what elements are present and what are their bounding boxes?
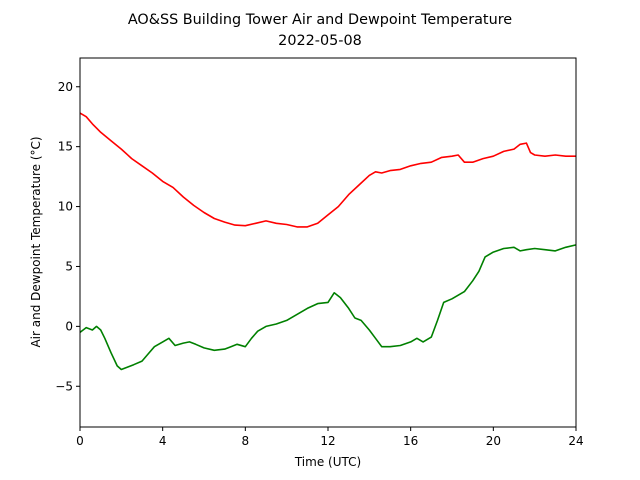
series-layer (79, 112, 577, 371)
x-tick-label: 0 (76, 434, 84, 448)
x-tick-label: 20 (486, 434, 501, 448)
x-tick-label: 16 (403, 434, 418, 448)
x-tick-label: 12 (320, 434, 335, 448)
x-tick-label: 8 (242, 434, 250, 448)
plot-frame (79, 57, 577, 428)
y-tick-label: −5 (55, 379, 73, 393)
chart-title: AO&SS Building Tower Air and Dewpoint Te… (128, 12, 512, 28)
y-tick-label: 15 (58, 140, 73, 154)
series-line-2 (79, 244, 577, 371)
y-tick-label: 0 (65, 319, 73, 333)
series-line-1 (79, 112, 576, 228)
y-tick-label: 20 (58, 80, 73, 94)
ticks-layer: 0 4 8 12 16 20 24 −5 0 5 10 15 20 (55, 80, 583, 448)
y-tick-label: 10 (58, 200, 73, 214)
x-tick-label: 24 (568, 434, 583, 448)
x-axis-label: Time (UTC) (294, 455, 361, 469)
chart-subtitle: 2022-05-08 (278, 33, 362, 49)
x-tick-label: 4 (159, 434, 167, 448)
y-tick-label: 5 (65, 259, 73, 273)
y-axis-label: Air and Dewpoint Temperature (°C) (29, 136, 43, 347)
